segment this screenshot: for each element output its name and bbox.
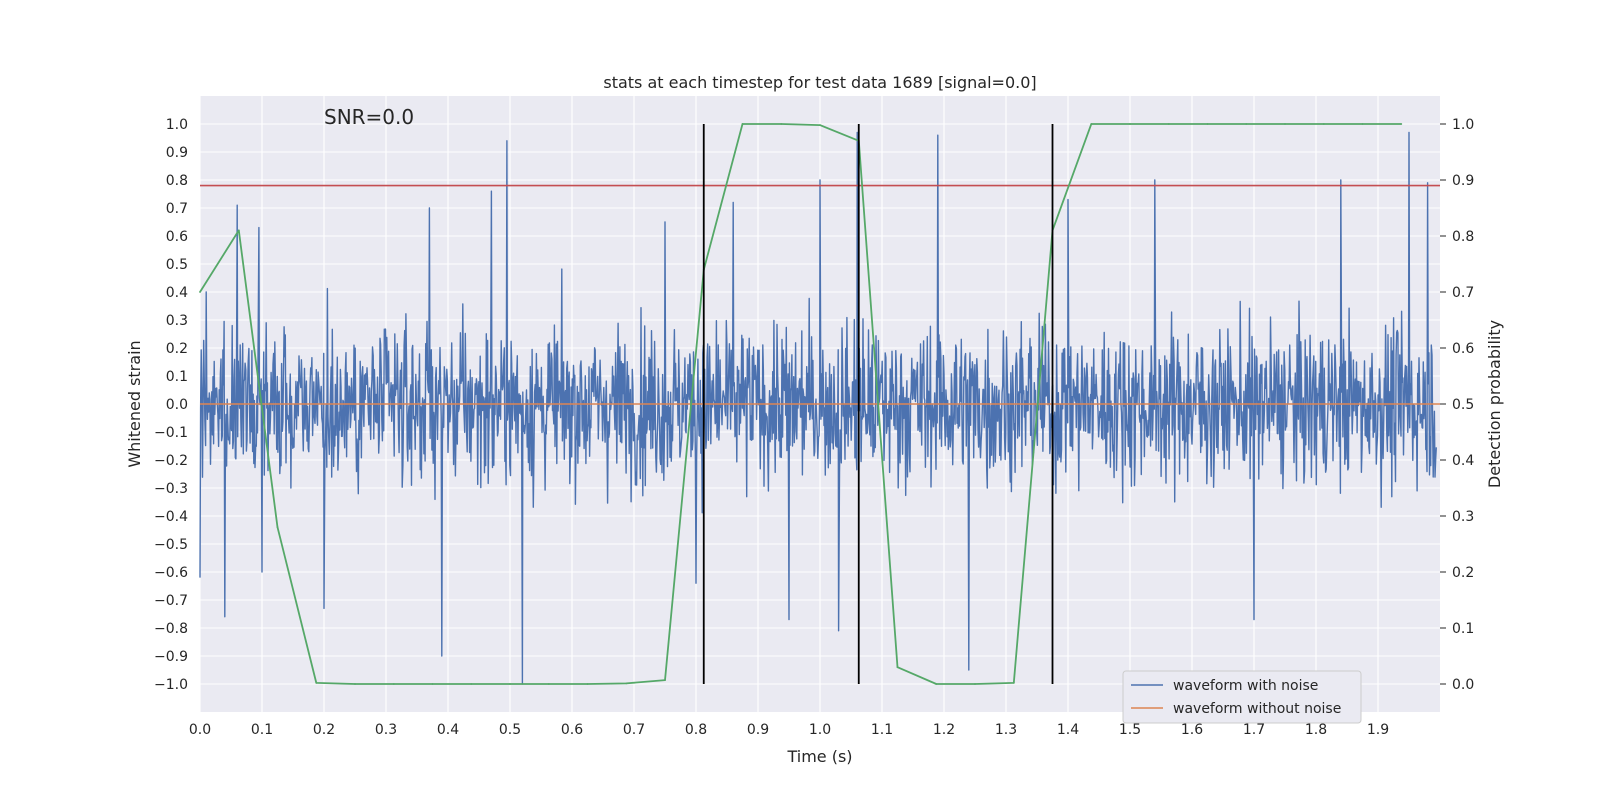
detection-probability-point bbox=[1167, 123, 1170, 125]
y-tick-label: −1.0 bbox=[154, 677, 188, 693]
detection-probability-point bbox=[1129, 123, 1131, 125]
y-axis-label: Whitened strain bbox=[125, 340, 144, 467]
y2-tick-label: 0.2 bbox=[1452, 565, 1474, 581]
y2-tick-label: 0.8 bbox=[1452, 229, 1474, 245]
y-tick-label: 1.0 bbox=[166, 117, 188, 133]
detection-probability-point bbox=[586, 683, 589, 685]
x-tick-label: 0.7 bbox=[623, 722, 645, 738]
y-tick-label: 0.3 bbox=[166, 313, 188, 329]
x-tick-label: 1.3 bbox=[995, 722, 1017, 738]
series-waveform-with-noise bbox=[199, 131, 1437, 685]
y-tick-label: 0.6 bbox=[166, 229, 188, 245]
detection-probability-point bbox=[1400, 123, 1403, 125]
x-tick-label: 0.1 bbox=[251, 722, 273, 738]
x-tick-label: 0.9 bbox=[747, 722, 769, 738]
detection-probability-point bbox=[1322, 123, 1325, 125]
legend: waveform with noise waveform without noi… bbox=[1122, 670, 1362, 724]
detection-probability-point bbox=[547, 683, 550, 685]
legend-label-without-noise: waveform without noise bbox=[1173, 701, 1341, 717]
detection-probability-point bbox=[819, 124, 821, 126]
y-tick-label: −0.4 bbox=[154, 509, 188, 525]
legend-label-with-noise: waveform with noise bbox=[1173, 678, 1318, 694]
y-tick-label: −0.2 bbox=[154, 453, 188, 469]
y-tick-label: 0.2 bbox=[166, 341, 188, 357]
y-tick-label: 0.0 bbox=[166, 397, 188, 413]
detection-probability-point bbox=[1206, 123, 1209, 125]
y2-tick-label: 0.4 bbox=[1452, 453, 1474, 469]
x-tick-label: 0.2 bbox=[313, 722, 335, 738]
detection-probability-point bbox=[896, 666, 899, 669]
detection-probability-point bbox=[199, 291, 201, 293]
detection-probability-point bbox=[780, 123, 783, 125]
y-tick-label: 0.4 bbox=[166, 285, 188, 301]
y-tick-label: 0.9 bbox=[166, 145, 188, 161]
legend-box bbox=[1122, 670, 1362, 724]
x-tick-label: 1.0 bbox=[809, 722, 831, 738]
y2-tick-labels: 1.0 0.9 0.8 0.7 0.6 0.5 0.4 0.3 0.2 0.1 0.0 bbox=[1440, 117, 1474, 693]
y-tick-label: 0.8 bbox=[166, 173, 188, 189]
series-layer bbox=[199, 123, 1440, 685]
x-tick-label: 1.2 bbox=[933, 722, 955, 738]
y2-tick-label: 0.5 bbox=[1452, 397, 1474, 413]
x-tick-label: 1.4 bbox=[1057, 722, 1079, 738]
snr-annotation: SNR=0.0 bbox=[324, 105, 414, 129]
x-tick-label: 0.6 bbox=[561, 722, 583, 738]
series-detection-probability bbox=[199, 123, 1402, 685]
x-tick-label: 1.1 bbox=[871, 722, 893, 738]
detection-probability-point bbox=[392, 683, 395, 685]
detection-probability-point bbox=[315, 682, 318, 684]
y2-tick-label: 0.0 bbox=[1452, 677, 1474, 693]
x-tick-label: 0.4 bbox=[437, 722, 459, 738]
detection-probability-point bbox=[625, 682, 628, 685]
detection-probability-point bbox=[470, 683, 473, 685]
detection-probability-point bbox=[431, 683, 434, 685]
x-tick-label: 1.7 bbox=[1243, 722, 1265, 738]
y2-tick-label: 0.9 bbox=[1452, 173, 1474, 189]
chart-title: stats at each timestep for test data 168… bbox=[603, 73, 1036, 92]
y2-tick-label: 1.0 bbox=[1452, 117, 1474, 133]
detection-probability-point bbox=[1090, 123, 1093, 125]
x-tick-label: 1.6 bbox=[1181, 722, 1203, 738]
x-axis-label: Time (s) bbox=[786, 747, 852, 766]
detection-probability-point bbox=[1284, 123, 1286, 125]
x-tick-labels: 0.0 0.1 0.2 0.3 0.4 0.5 0.6 0.7 0.8 0.9 1.0 1.1 1.2 1… bbox=[189, 722, 1389, 738]
y-tick-label: −0.6 bbox=[154, 565, 188, 581]
y-tick-label: 0.5 bbox=[166, 257, 188, 273]
x-tick-label: 0.5 bbox=[499, 722, 521, 738]
y2-tick-label: 0.1 bbox=[1452, 621, 1474, 637]
detection-probability-point bbox=[1245, 123, 1248, 125]
x-tick-label: 1.9 bbox=[1367, 722, 1389, 738]
detection-probability-point bbox=[974, 683, 976, 685]
x-tick-label: 0.3 bbox=[375, 722, 397, 738]
detection-probability-point bbox=[237, 229, 240, 232]
y-tick-label: −0.9 bbox=[154, 649, 188, 665]
y-tick-label: −0.7 bbox=[154, 593, 188, 609]
detection-probability-point bbox=[664, 679, 666, 681]
x-tick-label: 0.0 bbox=[189, 722, 211, 738]
detection-probability-point bbox=[1361, 123, 1364, 125]
x-tick-label: 1.8 bbox=[1305, 722, 1327, 738]
detection-probability-point bbox=[276, 526, 279, 529]
y-tick-label: 0.7 bbox=[166, 201, 188, 217]
detection-probability-point bbox=[509, 683, 511, 685]
y-tick-label: −0.8 bbox=[154, 621, 188, 637]
y-tick-label: 0.1 bbox=[166, 369, 188, 385]
y2-tick-label: 0.3 bbox=[1452, 509, 1474, 525]
y-tick-label: −0.5 bbox=[154, 537, 188, 553]
x-tick-label: 1.5 bbox=[1119, 722, 1141, 738]
y2-tick-label: 0.6 bbox=[1452, 341, 1474, 357]
detection-probability-point bbox=[935, 683, 938, 685]
y2-axis-label: Detection probability bbox=[1485, 320, 1504, 488]
y-tick-label: −0.1 bbox=[154, 425, 188, 441]
detection-probability-point bbox=[354, 683, 356, 685]
y-tick-label: −0.3 bbox=[154, 481, 188, 497]
x-tick-label: 0.8 bbox=[685, 722, 707, 738]
y2-tick-label: 0.7 bbox=[1452, 285, 1474, 301]
detection-probability-point bbox=[741, 123, 744, 125]
detection-probability-point bbox=[1012, 682, 1015, 684]
y-tick-labels: 1.0 0.9 0.8 0.7 0.6 0.5 0.4 0.3 0.2 0.1 0.0 −0.1 −0.… bbox=[154, 117, 188, 693]
